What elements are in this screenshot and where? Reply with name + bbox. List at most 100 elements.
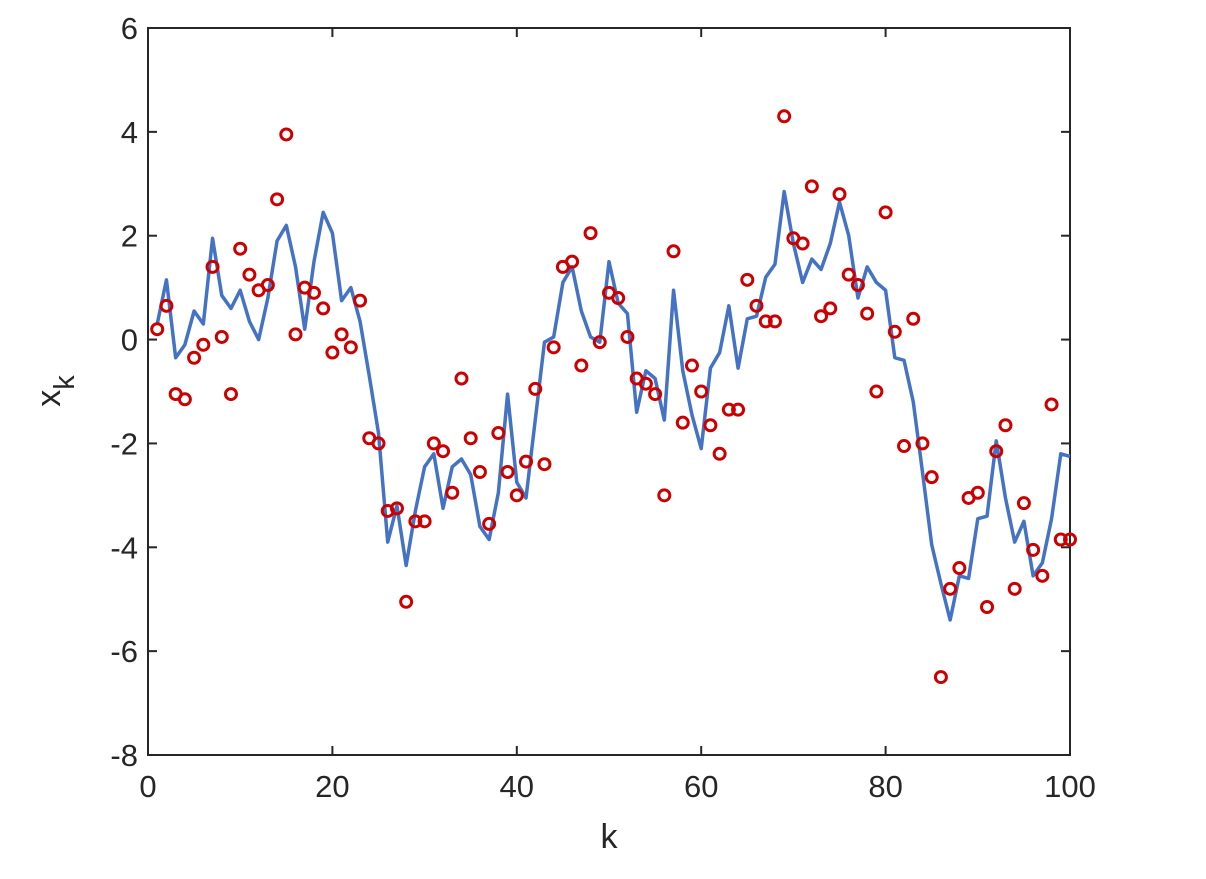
x-tick-label: 80 xyxy=(868,769,902,804)
y-tick-label: 2 xyxy=(121,219,138,254)
data-point-marker xyxy=(952,561,967,576)
data-point-marker xyxy=(675,415,690,430)
data-point-marker xyxy=(288,327,303,342)
data-point-marker xyxy=(279,127,294,142)
data-point-marker xyxy=(758,314,773,329)
data-point-marker xyxy=(445,485,460,500)
y-tick-label: -4 xyxy=(110,530,138,565)
data-point-marker xyxy=(389,501,404,516)
data-point-marker xyxy=(491,426,506,441)
data-point-marker xyxy=(316,301,331,316)
data-point-marker xyxy=(260,278,275,293)
data-point-marker xyxy=(482,516,497,531)
data-point-marker xyxy=(426,436,441,451)
data-point-marker xyxy=(574,358,589,373)
data-point-marker xyxy=(583,226,598,241)
data-point-marker xyxy=(860,306,875,321)
data-point-marker xyxy=(537,457,552,472)
x-tick-label: 100 xyxy=(1044,769,1096,804)
data-point-marker xyxy=(712,446,727,461)
data-point-marker xyxy=(196,337,211,352)
x-axis-label: k xyxy=(601,818,619,856)
data-point-marker xyxy=(334,327,349,342)
data-point-marker xyxy=(1063,532,1077,547)
data-point-marker xyxy=(897,439,912,454)
x-tick-label: 0 xyxy=(139,769,156,804)
y-tick-label: 6 xyxy=(121,11,138,46)
data-point-marker xyxy=(463,431,478,446)
data-point-marker xyxy=(850,278,865,293)
data-point-marker xyxy=(343,340,358,355)
data-point-marker xyxy=(814,309,829,324)
data-point-marker xyxy=(509,488,524,503)
data-point-marker xyxy=(1026,542,1041,557)
data-point-marker xyxy=(684,358,699,373)
data-point-marker xyxy=(233,241,248,256)
data-point-marker xyxy=(767,314,782,329)
data-point-marker xyxy=(205,259,220,274)
data-point-marker xyxy=(970,485,985,500)
plot-area xyxy=(147,27,1071,756)
y-tick-label: -8 xyxy=(110,738,138,773)
data-point-marker xyxy=(906,311,921,326)
data-point-marker xyxy=(666,244,681,259)
data-point-marker xyxy=(417,514,432,529)
data-point-marker xyxy=(887,324,902,339)
data-point-marker xyxy=(731,402,746,417)
svg-text:xk: xk xyxy=(30,375,81,407)
data-point-marker xyxy=(915,436,930,451)
data-point-marker xyxy=(565,254,580,269)
data-point-marker xyxy=(795,236,810,251)
data-point-marker xyxy=(592,335,607,350)
data-point-marker xyxy=(998,418,1013,433)
data-point-marker xyxy=(408,514,423,529)
data-point-marker xyxy=(823,301,838,316)
data-point-marker xyxy=(777,109,792,124)
y-axis-label-group: xk xyxy=(30,375,81,407)
y-axis-label: x xyxy=(30,390,68,407)
data-point-marker xyxy=(694,384,709,399)
data-point-marker xyxy=(924,470,939,485)
y-tick-label: -2 xyxy=(110,426,138,461)
data-point-marker xyxy=(1007,581,1022,596)
data-point-marker xyxy=(657,488,672,503)
x-tick-label: 60 xyxy=(684,769,718,804)
data-point-marker xyxy=(306,285,321,300)
data-point-marker xyxy=(980,600,995,614)
data-point-marker xyxy=(177,392,192,407)
data-point-marker xyxy=(454,371,469,386)
data-point-marker xyxy=(703,418,718,433)
data-point-marker xyxy=(749,298,764,313)
data-point-marker xyxy=(528,381,543,396)
data-point-marker xyxy=(223,387,238,402)
data-point-marker xyxy=(943,581,958,596)
data-point-marker xyxy=(159,298,174,313)
data-point-marker xyxy=(399,594,414,609)
data-point-marker xyxy=(519,454,534,469)
data-point-marker xyxy=(325,345,340,360)
data-point-marker xyxy=(546,340,561,355)
y-axis-label-subscript: k xyxy=(49,375,81,390)
data-point-marker xyxy=(721,402,736,417)
data-point-marker xyxy=(1044,397,1059,412)
data-point-marker xyxy=(472,464,487,479)
data-point-marker xyxy=(242,267,257,282)
ticks-layer: 0 20 40 60 80 100 -8 -6 -4 -2 0 2 4 6 xyxy=(110,11,1095,804)
y-tick-label: 0 xyxy=(121,323,138,358)
data-point-marker xyxy=(638,376,653,391)
y-tick-label: -6 xyxy=(110,634,138,669)
data-point-marker xyxy=(878,205,893,220)
data-point-marker xyxy=(150,322,165,337)
x-tick-label: 20 xyxy=(315,769,349,804)
marker-series-layer xyxy=(150,109,1077,685)
data-point-marker xyxy=(436,444,451,459)
data-point-marker xyxy=(989,444,1004,459)
data-point-marker xyxy=(371,436,386,451)
data-point-marker xyxy=(1016,496,1031,511)
data-point-marker xyxy=(648,387,663,402)
data-point-marker xyxy=(214,329,229,344)
data-point-marker xyxy=(933,670,948,685)
data-point-marker xyxy=(270,192,285,207)
y-tick-label: 4 xyxy=(121,115,138,150)
